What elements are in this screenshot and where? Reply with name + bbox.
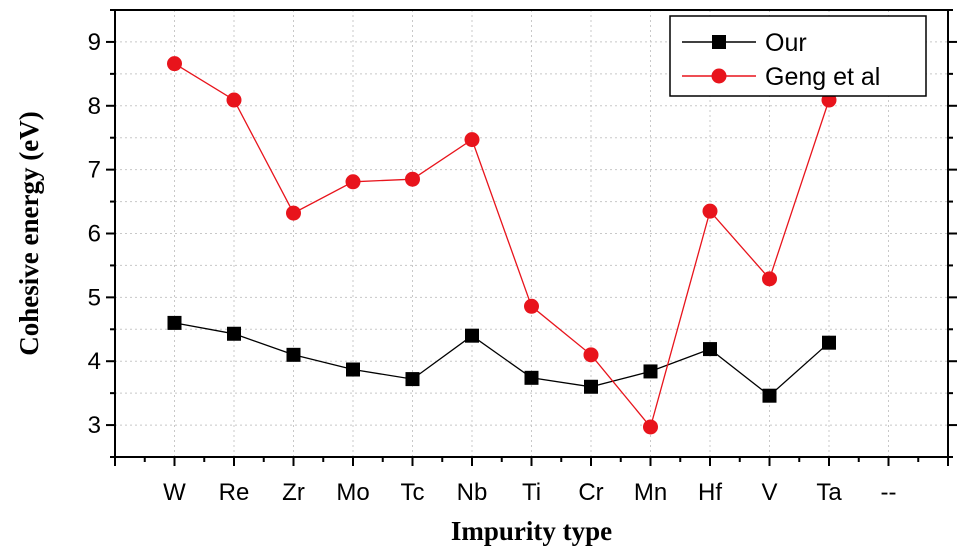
data-point-square: [524, 370, 539, 385]
y-tick-label: 8: [88, 93, 101, 120]
data-point-square: [643, 364, 658, 379]
series-layer: [167, 56, 837, 435]
data-point-circle: [643, 419, 658, 435]
x-tick-label: Ta: [816, 479, 842, 506]
y-tick-label: 7: [88, 157, 101, 184]
series-line-0: [174, 322, 830, 397]
x-tick-label: Cr: [578, 479, 603, 506]
legend-box: [669, 15, 927, 97]
legend-marker-square: [712, 35, 726, 49]
y-tick-label: 5: [88, 284, 101, 311]
x-tick-label: Nb: [457, 479, 488, 506]
data-point-square: [167, 315, 182, 330]
data-point-circle: [762, 271, 777, 287]
data-point-circle: [345, 174, 361, 190]
data-point-circle: [405, 171, 420, 187]
data-point-circle: [286, 205, 301, 221]
x-tick-label: Mn: [634, 479, 667, 506]
data-point-circle: [226, 92, 242, 108]
data-point-square: [227, 326, 241, 341]
x-tick-label: Tc: [401, 479, 425, 506]
y-axis-title: Cohesive energy (eV): [14, 111, 44, 355]
x-axis-title: Impurity type: [451, 516, 612, 546]
data-point-circle: [524, 298, 539, 314]
legend-label: Geng et al: [765, 63, 880, 91]
x-tick-label: W: [163, 479, 186, 506]
data-point-square: [703, 342, 717, 357]
data-point-circle: [167, 56, 182, 72]
legend-marker-circle: [711, 68, 727, 84]
x-tick-label-extra: --: [881, 479, 897, 506]
data-point-square: [822, 335, 836, 350]
y-tick-label: 9: [88, 29, 101, 56]
data-point-square: [465, 328, 479, 343]
data-point-square: [405, 372, 420, 387]
x-tick-label: Hf: [698, 479, 722, 506]
x-tick-label: Mo: [336, 479, 369, 506]
legend[interactable]: Our Geng et al: [669, 15, 927, 97]
data-point-square: [346, 362, 360, 377]
legend-label: Our: [765, 29, 807, 57]
data-point-square: [584, 379, 598, 394]
data-point-circle: [464, 132, 480, 148]
data-point-circle: [702, 203, 718, 219]
y-tick-label: 4: [88, 348, 101, 375]
y-tick-label: 3: [88, 412, 101, 439]
data-point-square: [762, 388, 777, 403]
x-tick-label: V: [761, 479, 777, 506]
grid-lines: [115, 9, 949, 458]
data-point-circle: [583, 347, 599, 363]
y-tick-label: 6: [88, 221, 101, 248]
data-point-square: [286, 347, 301, 362]
x-tick-label: Re: [219, 479, 250, 506]
series-line-1: [174, 63, 830, 429]
x-tick-label: Zr: [282, 479, 305, 506]
x-tick-label: Ti: [522, 479, 541, 506]
axis-layer: 3 4 5 6 7 8 9 W Re Zr Mo Tc Nb Ti Cr Mn Hf V Ta --: [88, 9, 957, 506]
